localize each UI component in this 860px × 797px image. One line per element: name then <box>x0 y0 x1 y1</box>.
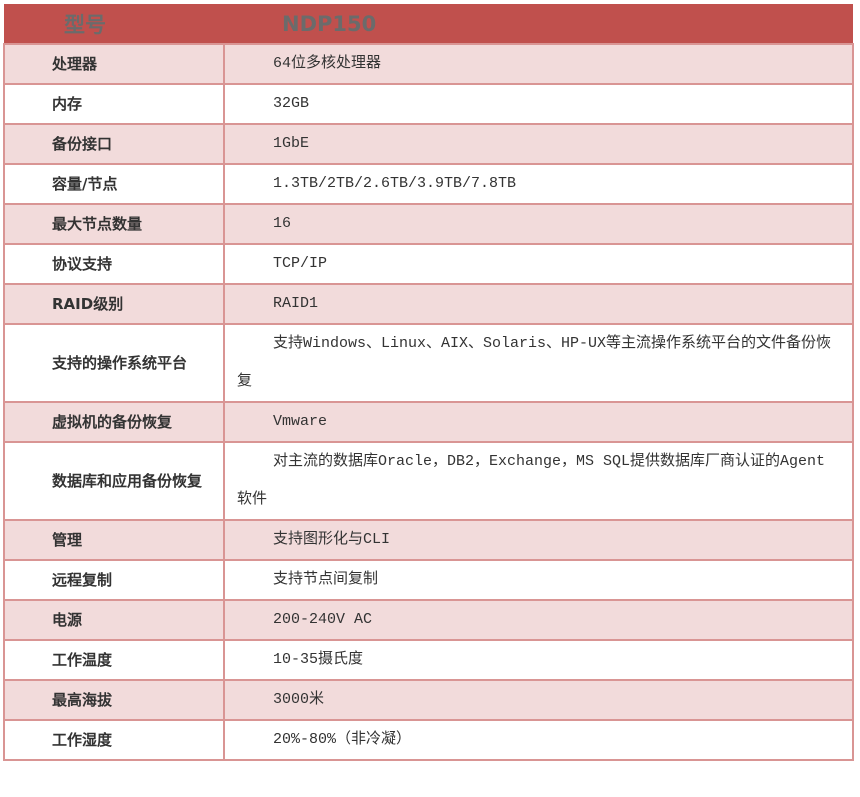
spec-value: RAID1 <box>223 283 854 325</box>
table-row: 最大节点数量 16 <box>3 203 854 245</box>
spec-value: 支持Windows、Linux、AIX、Solaris、HP-UX等主流操作系统… <box>223 323 854 403</box>
spec-label: 最大节点数量 <box>3 203 225 245</box>
spec-label: 内存 <box>3 83 225 125</box>
spec-value: 20%-80%（非冷凝） <box>223 719 854 761</box>
spec-value: 3000米 <box>223 679 854 721</box>
spec-label: RAID级别 <box>3 283 225 325</box>
table-row: 电源 200-240V AC <box>3 599 854 641</box>
table-row: 支持的操作系统平台 支持Windows、Linux、AIX、Solaris、HP-… <box>3 323 854 403</box>
spec-label: 最高海拔 <box>3 679 225 721</box>
spec-value: 支持节点间复制 <box>223 559 854 601</box>
spec-value: 64位多核处理器 <box>223 43 854 85</box>
header-label: 型号 <box>4 4 224 44</box>
spec-label: 电源 <box>3 599 225 641</box>
spec-value: 1GbE <box>223 123 854 165</box>
spec-label: 备份接口 <box>3 123 225 165</box>
spec-value: 32GB <box>223 83 854 125</box>
header-value: NDP150 <box>224 4 853 44</box>
spec-label: 工作温度 <box>3 639 225 681</box>
spec-label: 协议支持 <box>3 243 225 285</box>
spec-label: 工作湿度 <box>3 719 225 761</box>
table-row: 内存 32GB <box>3 83 854 125</box>
spec-value: 200-240V AC <box>223 599 854 641</box>
spec-value: 1.3TB/2TB/2.6TB/3.9TB/7.8TB <box>223 163 854 205</box>
table-row: 远程复制 支持节点间复制 <box>3 559 854 601</box>
spec-label: 处理器 <box>3 43 225 85</box>
spec-value: TCP/IP <box>223 243 854 285</box>
spec-value: Vmware <box>223 401 854 443</box>
table-row: RAID级别 RAID1 <box>3 283 854 325</box>
spec-label: 虚拟机的备份恢复 <box>3 401 225 443</box>
spec-value: 对主流的数据库Oracle，DB2，Exchange，MS SQL提供数据库厂商… <box>223 441 854 521</box>
table-row: 处理器 64位多核处理器 <box>3 43 854 85</box>
spec-label: 数据库和应用备份恢复 <box>3 441 225 521</box>
header-row: 型号 NDP150 <box>4 4 853 44</box>
table-row: 管理 支持图形化与CLI <box>3 519 854 561</box>
spec-label: 远程复制 <box>3 559 225 601</box>
table-row: 数据库和应用备份恢复 对主流的数据库Oracle，DB2，Exchange，MS … <box>3 441 854 521</box>
spec-value: 支持图形化与CLI <box>223 519 854 561</box>
table-row: 工作湿度 20%-80%（非冷凝） <box>3 719 854 761</box>
table-row: 虚拟机的备份恢复 Vmware <box>3 401 854 443</box>
spec-value: 16 <box>223 203 854 245</box>
spec-label: 管理 <box>3 519 225 561</box>
spec-table: 型号 NDP150 处理器 64位多核处理器 内存 32GB 备份接口 1GbE 容量/节点… <box>3 4 854 761</box>
spec-label: 支持的操作系统平台 <box>3 323 225 403</box>
table-row: 最高海拔 3000米 <box>3 679 854 721</box>
table-row: 备份接口 1GbE <box>3 123 854 165</box>
spec-label: 容量/节点 <box>3 163 225 205</box>
table-row: 工作温度 10-35摄氏度 <box>3 639 854 681</box>
table-row: 协议支持 TCP/IP <box>3 243 854 285</box>
spec-value: 10-35摄氏度 <box>223 639 854 681</box>
table-row: 容量/节点 1.3TB/2TB/2.6TB/3.9TB/7.8TB <box>3 163 854 205</box>
